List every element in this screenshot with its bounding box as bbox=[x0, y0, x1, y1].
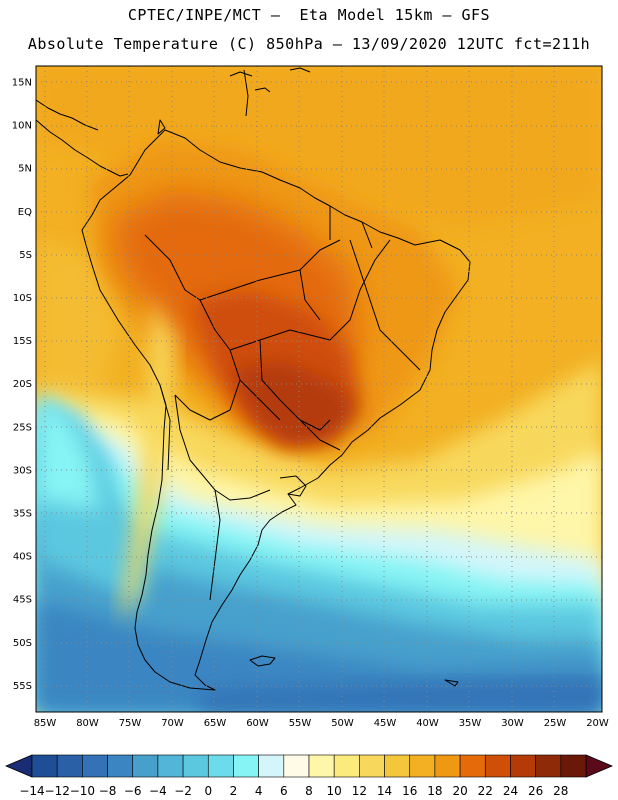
colorbar: −14 −12 −10 −8 −6 −4 −2 0 2 4 6 8 10 12 14 16 18 20 22 24 26… bbox=[4, 754, 614, 798]
chart-title-line2: Absolute Temperature (C) 850hPa – 13/09/… bbox=[27, 35, 591, 53]
colorbar-label: 22 bbox=[478, 784, 493, 798]
lon-label: 75W bbox=[119, 718, 142, 729]
lat-label: 15N bbox=[12, 78, 32, 89]
colorbar-cell bbox=[308, 754, 335, 778]
lat-label: 25S bbox=[13, 422, 32, 433]
latitude-labels: 15N 10N 5N EQ 5S 10S 15S 20S 25S 30S 35S 40S 45S 50S 5… bbox=[12, 78, 32, 692]
colorbar-cell bbox=[132, 754, 159, 778]
central-america-coastline bbox=[36, 119, 129, 177]
colorbar-cell bbox=[157, 754, 184, 778]
chart-title-line1: CPTEC/INPE/MCT – Eta Model 15km – GFS bbox=[127, 6, 491, 24]
colorbar-high-triangle bbox=[585, 754, 614, 778]
lon-label: 20W bbox=[586, 718, 609, 729]
colorbar-cell bbox=[359, 754, 385, 778]
colorbar-cell bbox=[459, 754, 486, 778]
colorbar-cell bbox=[560, 754, 587, 778]
colorbar-cell bbox=[434, 754, 461, 778]
lat-label: EQ bbox=[18, 207, 32, 218]
lat-label: 10S bbox=[13, 293, 32, 304]
colorbar-label: 18 bbox=[427, 784, 442, 798]
colorbar-label: 8 bbox=[305, 784, 313, 798]
colorbar-cell bbox=[56, 754, 83, 778]
colorbar-cell bbox=[82, 754, 108, 778]
colorbar-label: −8 bbox=[99, 784, 117, 798]
coastlines bbox=[36, 67, 471, 691]
colorbar-label: 0 bbox=[204, 784, 212, 798]
colorbar-cell bbox=[283, 754, 310, 778]
colorbar-label: 24 bbox=[503, 784, 518, 798]
colorbar-label: 20 bbox=[452, 784, 467, 798]
colorbar-cell bbox=[31, 754, 58, 778]
lon-label: 25W bbox=[544, 718, 567, 729]
colorbar-label: −4 bbox=[149, 784, 167, 798]
colorbar-cell bbox=[258, 754, 285, 778]
colorbar-cell bbox=[233, 754, 259, 778]
lon-label: 45W bbox=[374, 718, 397, 729]
colorbar-low-triangle bbox=[4, 754, 33, 778]
colorbar-label: 10 bbox=[327, 784, 342, 798]
lon-label: 55W bbox=[289, 718, 312, 729]
lon-label: 85W bbox=[34, 718, 57, 729]
lat-label: 40S bbox=[13, 552, 32, 563]
lat-label: 15S bbox=[13, 336, 32, 347]
colorbar-cell bbox=[182, 754, 209, 778]
lat-label: 45S bbox=[13, 595, 32, 606]
lon-label: 35W bbox=[459, 718, 482, 729]
country-borders bbox=[144, 206, 421, 601]
map-frame bbox=[35, 65, 603, 713]
colorbar-label: 4 bbox=[255, 784, 263, 798]
lon-label: 40W bbox=[416, 718, 439, 729]
colorbar-cell bbox=[384, 754, 411, 778]
lon-label: 30W bbox=[501, 718, 524, 729]
colorbar-cell bbox=[484, 754, 511, 778]
colorbar-label: 6 bbox=[280, 784, 288, 798]
caribbean-islands bbox=[229, 67, 311, 93]
colorbar-cell bbox=[107, 754, 134, 778]
lon-label: 80W bbox=[76, 718, 99, 729]
colorbar-label: −14 bbox=[19, 784, 44, 798]
lon-label: 70W bbox=[161, 718, 184, 729]
lat-label: 35S bbox=[13, 509, 32, 520]
temperature-field bbox=[36, 66, 602, 712]
lon-label: 60W bbox=[246, 718, 269, 729]
lat-label: 30S bbox=[13, 465, 32, 476]
colorbar-cell bbox=[535, 754, 562, 778]
colorbar-label: 12 bbox=[352, 784, 367, 798]
colorbar-label: 28 bbox=[553, 784, 568, 798]
colorbar-label: 2 bbox=[230, 784, 238, 798]
colorbar-label: 14 bbox=[377, 784, 392, 798]
lat-label: 5N bbox=[18, 164, 32, 175]
lon-label: 50W bbox=[331, 718, 354, 729]
lat-label: 55S bbox=[13, 681, 32, 692]
colorbar-cell bbox=[333, 754, 360, 778]
colorbar-label: −12 bbox=[45, 784, 70, 798]
colorbar-label: −2 bbox=[174, 784, 192, 798]
lon-label: 65W bbox=[204, 718, 227, 729]
lat-label: 50S bbox=[13, 638, 32, 649]
falkland-islands bbox=[249, 655, 276, 667]
lat-label: 20S bbox=[13, 379, 32, 390]
colorbar-label: −6 bbox=[124, 784, 142, 798]
colorbar-label: 16 bbox=[402, 784, 417, 798]
colorbar-cell bbox=[510, 754, 536, 778]
colorbar-cell bbox=[409, 754, 436, 778]
lat-label: 10N bbox=[12, 121, 32, 132]
colorbar-label: −10 bbox=[70, 784, 95, 798]
lat-label: 5S bbox=[19, 250, 32, 261]
colorbar-cell bbox=[207, 754, 234, 778]
longitude-labels: 85W 80W 75W 70W 65W 60W 55W 50W 45W 40W 35W 30W 25W 2… bbox=[34, 718, 609, 729]
colorbar-label: 26 bbox=[528, 784, 543, 798]
